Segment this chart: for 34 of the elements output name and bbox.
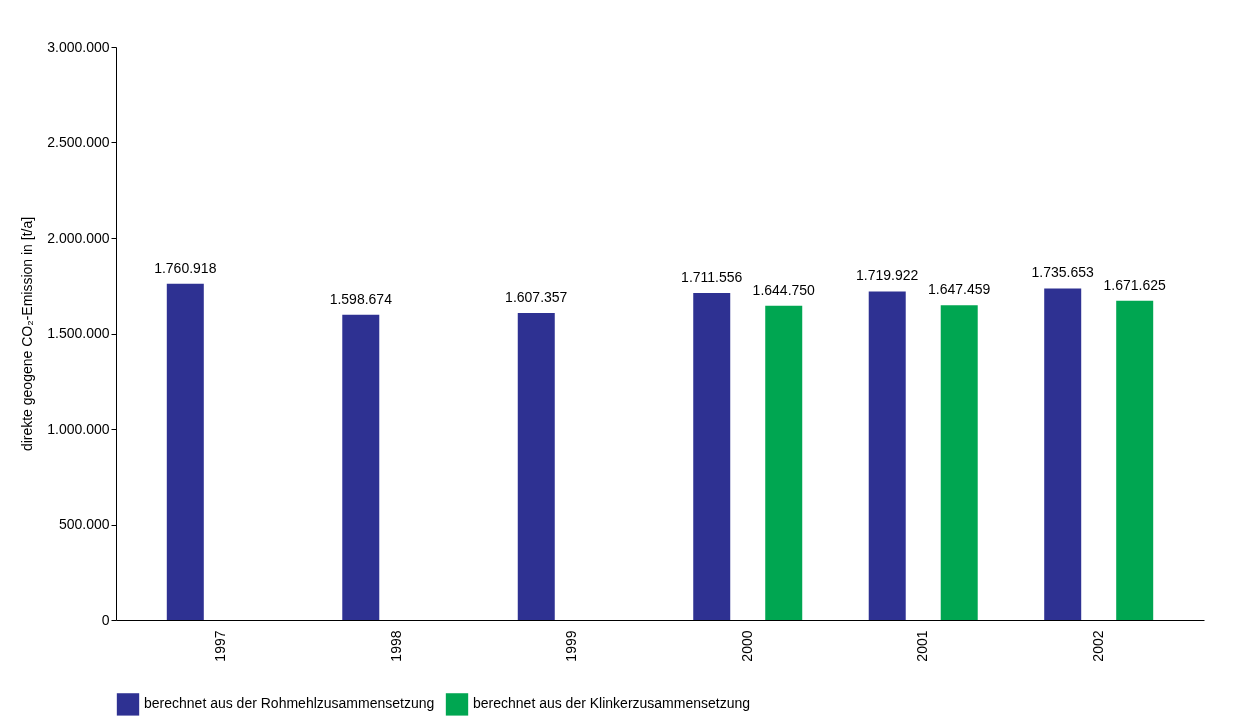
x-tick-label: 1999 xyxy=(563,630,580,662)
y-tick-label: 1.500.000 xyxy=(47,325,110,341)
y-axis-title: direkte geogene CO₂-Emission in [t/a] xyxy=(19,216,36,452)
y-tick-label: 0 xyxy=(101,611,110,628)
data-label: 1.644.750 xyxy=(752,281,816,298)
x-tick-label: 2002 xyxy=(1089,630,1106,662)
legend-label: berechnet aus der Klinkerzusammensetzung xyxy=(473,695,751,712)
x-tick-label: 1998 xyxy=(387,630,404,662)
bar xyxy=(1116,300,1154,620)
x-tick-label: 2000 xyxy=(738,630,755,662)
data-label: 1.607.357 xyxy=(505,288,568,305)
bar xyxy=(693,293,731,620)
data-label: 1.735.653 xyxy=(1031,264,1095,281)
x-tick-label: 2001 xyxy=(914,630,931,662)
data-label: 1.671.625 xyxy=(1103,276,1167,293)
bar xyxy=(342,314,380,620)
y-tick-label: 500.000 xyxy=(58,516,110,532)
data-label: 1.711.556 xyxy=(681,269,743,286)
data-label: 1.760.918 xyxy=(154,259,217,276)
legend-label: berechnet aus der Rohmehlzusammensetzung xyxy=(144,695,435,712)
y-tick-label: 2.500.000 xyxy=(47,134,110,150)
bar xyxy=(765,305,803,620)
bar xyxy=(940,305,978,620)
y-tick-label: 2.000.000 xyxy=(47,229,110,246)
data-label: 1.719.922 xyxy=(856,267,919,284)
y-tick-label: 1.000.000 xyxy=(47,420,110,437)
data-label: 1.647.459 xyxy=(928,281,991,298)
data-label: 1.598.674 xyxy=(329,290,393,307)
y-tick-label: 3.000.000 xyxy=(47,38,110,55)
bar xyxy=(517,312,555,620)
bar xyxy=(166,283,204,620)
bar xyxy=(1044,288,1082,620)
bar xyxy=(868,291,906,620)
x-tick-label: 1997 xyxy=(212,630,229,662)
